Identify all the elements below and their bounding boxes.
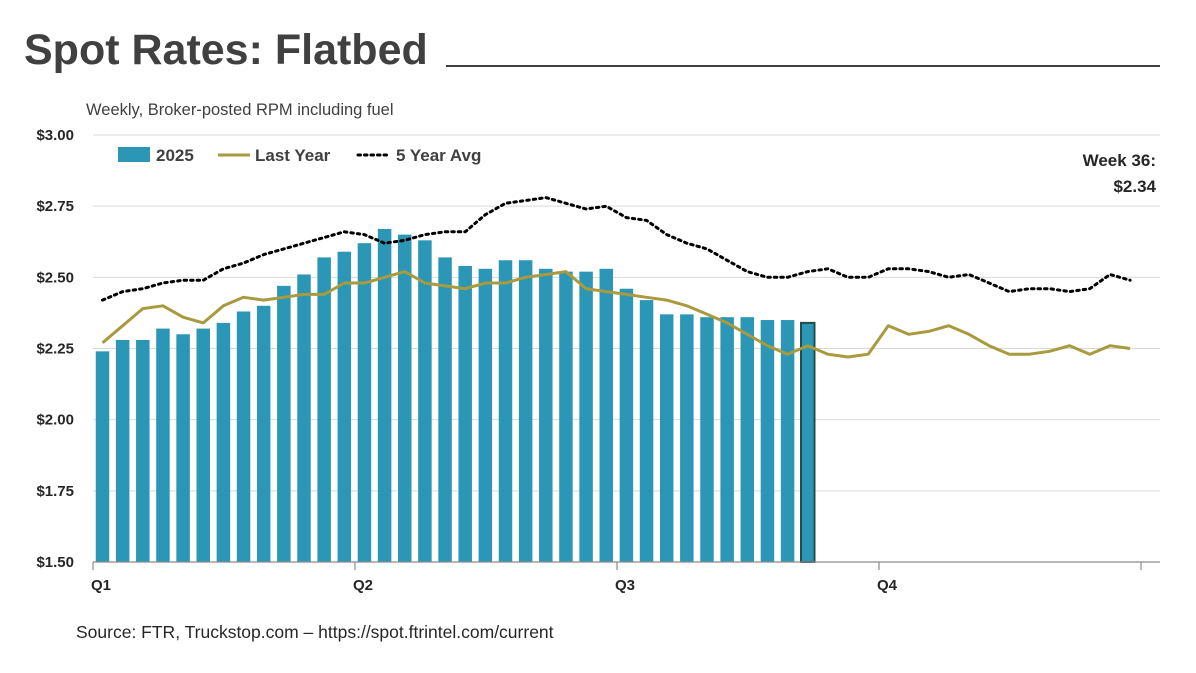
line-last-year: [101, 270, 1131, 359]
x-tick-label: Q3: [615, 577, 635, 594]
source-note: Source: FTR, Truckstop.com – https://spo…: [76, 622, 554, 642]
bar-2025: [700, 317, 714, 562]
legend: 2025 Last Year 5 Year Avg: [118, 146, 481, 165]
bar-2025: [599, 268, 613, 562]
bar-2025: [256, 305, 271, 562]
y-tick-label: $2.00: [36, 412, 74, 429]
week-annotation: Week 36: $2.34: [1083, 151, 1157, 196]
bar-2025: [760, 320, 775, 562]
series-lines: [101, 196, 1132, 359]
bar-2025: [196, 328, 210, 562]
bar-2025: [740, 317, 755, 562]
bar-2025: [317, 257, 331, 562]
bar-2025: [639, 300, 654, 562]
chart-subtitle: Weekly, Broker-posted RPM including fuel: [86, 101, 394, 119]
bar-2025: [377, 228, 392, 562]
bar-2025: [236, 311, 251, 562]
legend-2025-swatch: [118, 147, 150, 162]
bar-2025: [115, 339, 130, 562]
bar-2025: [478, 268, 493, 562]
bar-2025: [518, 260, 533, 562]
bar-2025: [559, 271, 573, 562]
bar-2025: [398, 234, 412, 562]
y-tick-label: $2.75: [36, 198, 74, 215]
legend-2025-label: 2025: [156, 146, 194, 165]
y-tick-label: $3.00: [36, 127, 74, 144]
bar-2025: [176, 334, 190, 562]
bar-2025: [136, 339, 150, 562]
axes: $1.50 $1.75 $2.00 $2.25 $2.50 $2.75 $3.00 Q1 Q2 Q…: [36, 127, 1160, 594]
bar-2025: [539, 268, 553, 562]
bar-2025: [438, 257, 452, 562]
y-tick-label: $2.50: [36, 269, 74, 286]
line-5yr-avg: [101, 196, 1132, 302]
x-tick-label: Q2: [353, 577, 373, 594]
bar-2025: [619, 288, 634, 562]
bar-2025: [659, 314, 674, 562]
y-tick-label: $1.50: [36, 554, 74, 571]
bar-2025: [216, 322, 231, 562]
legend-5yr-avg-label: 5 Year Avg: [396, 146, 481, 165]
bar-2025: [277, 285, 291, 562]
bar-2025: [458, 265, 472, 562]
bars-2025: [95, 228, 816, 563]
bar-2025: [156, 328, 170, 562]
y-tick-label: $2.25: [36, 341, 74, 358]
bar-2025: [579, 271, 593, 562]
title-underline: [446, 65, 1160, 67]
bar-2025: [418, 240, 432, 562]
bar-2025: [95, 351, 110, 562]
bar-2025: [780, 320, 795, 562]
chart-title: Spot Rates: Flatbed: [24, 26, 428, 74]
x-tick-label: Q4: [877, 577, 898, 594]
y-tick-label: $1.75: [36, 483, 74, 500]
bar-2025: [720, 317, 734, 562]
bar-2025: [680, 314, 694, 562]
bar-2025: [498, 260, 513, 562]
bar-2025-highlighted: [800, 321, 816, 563]
bar-2025: [337, 251, 352, 563]
annotation-value: $2.34: [1113, 177, 1156, 196]
bar-2025: [357, 243, 372, 562]
x-tick-label: Q1: [91, 577, 111, 594]
bar-2025: [297, 274, 311, 562]
annotation-week: Week 36:: [1083, 151, 1156, 170]
legend-last-year-label: Last Year: [255, 146, 331, 165]
